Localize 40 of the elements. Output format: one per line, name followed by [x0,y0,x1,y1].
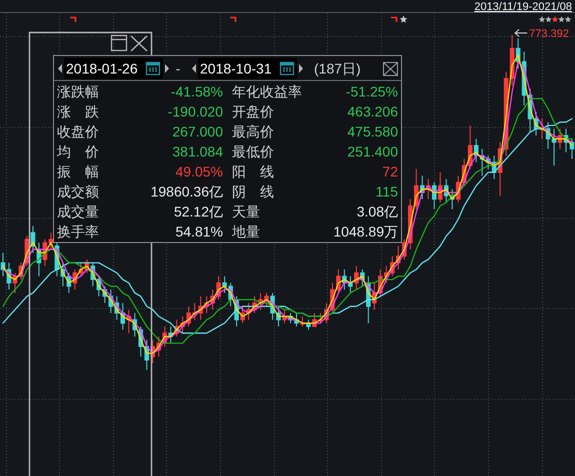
annotation: 475.580 [347,124,398,140]
annotation: 均 价 [56,144,99,160]
annotation: 年化收益率 [232,84,302,100]
annotation: 天量 [232,204,260,220]
annotation: 19860.36亿 [150,184,223,200]
annotation: 3.08亿 [356,204,398,220]
annotation: 阳 线 [232,164,274,180]
annotation: 2018-01-26 [66,60,138,76]
annotation: (187日) [314,60,361,76]
annotation: 涨 跌 [57,104,99,120]
annotation: 115 [376,184,398,200]
annotation: 地量 [231,224,260,240]
annotation: 阴 线 [232,184,274,200]
annotation: -51.25% [346,84,398,100]
annotation: - [176,60,181,76]
annotation: 最高价 [232,124,274,140]
annotation: 2018-10-31 [200,60,272,76]
annotation: 52.12亿 [174,204,223,220]
annotation: 最低价 [232,144,274,160]
annotation: 49.05% [176,164,223,180]
annotation: 成交量 [57,204,99,220]
annotation: -190.020 [168,104,224,120]
candlestick [348,276,353,294]
annotation: 251.400 [347,144,398,160]
annotation: 1048.89万 [333,224,398,240]
chart-title: 2013/11/19-2021/08 [474,1,572,13]
annotation: 换手率 [57,224,99,240]
candlestick [306,319,311,330]
annotation: 振 幅 [57,164,99,180]
annotation: 收盘价 [57,124,99,140]
annotation: 72 [382,164,398,180]
annotation: -41.58% [170,84,223,100]
annotation: 54.81% [176,224,223,240]
annotation: 成交额 [57,184,99,200]
annotation: 开盘价 [232,104,274,120]
annotation: 381.084 [172,144,224,160]
annotation: 463.206 [347,104,398,120]
annotation: 267.000 [172,124,224,140]
annotation: 涨跌幅 [57,84,99,100]
annotation: 773.392 [529,28,569,40]
